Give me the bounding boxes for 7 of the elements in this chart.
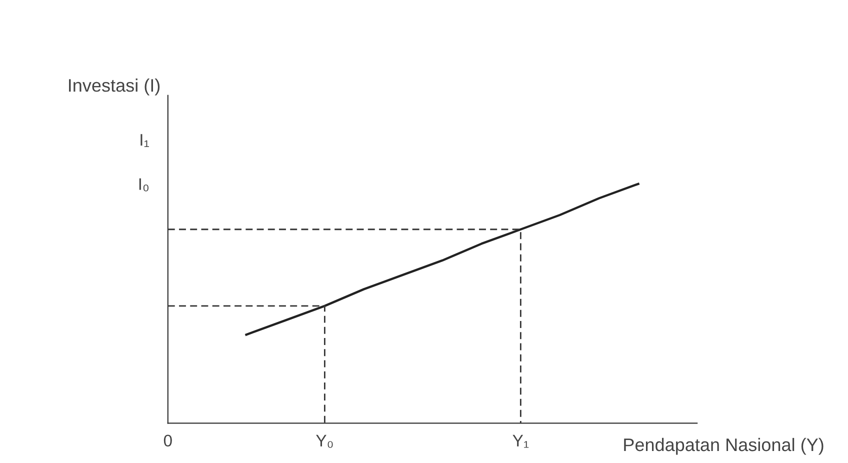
text: I₁ <box>140 134 149 148</box>
y-axis-title: Investasi (I) <box>69 78 160 96</box>
x-tick-label: Y₁ <box>512 434 529 448</box>
x-axis-title: Pendapatan Nasional (Y) <box>624 438 824 455</box>
x-tick-label: 0 <box>164 434 172 447</box>
x-tick-label: Y₀ <box>316 434 333 448</box>
text: I₀ <box>139 178 148 192</box>
